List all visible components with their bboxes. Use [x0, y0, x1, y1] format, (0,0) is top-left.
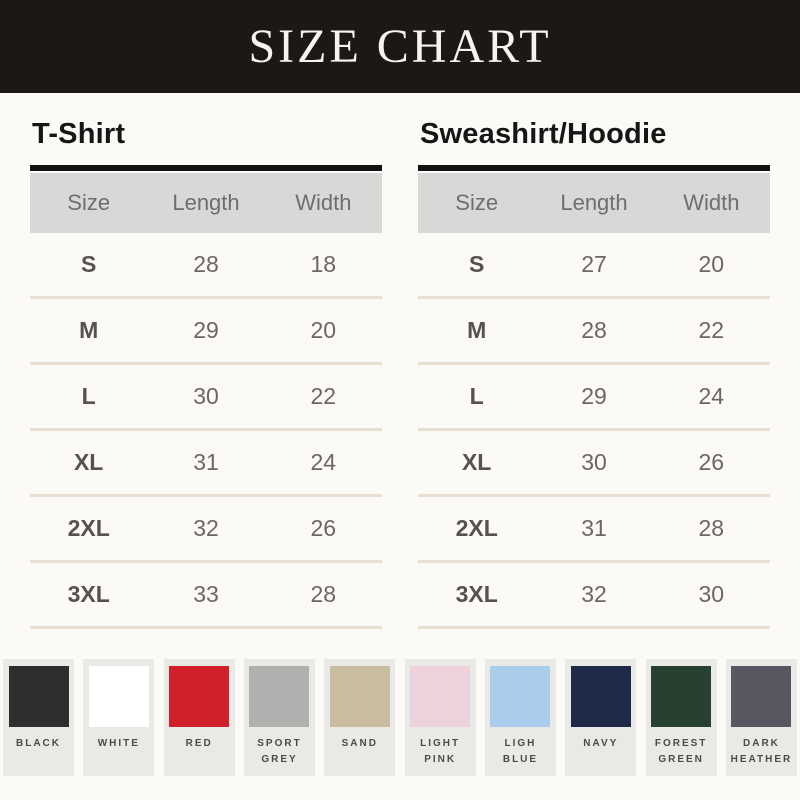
swatch-color-chip — [249, 666, 310, 727]
swatch-color-chip — [329, 666, 390, 727]
swatch-strip: BLACK WHITE RED SPORT GREY SAND LIGHT PINK LIG… — [0, 659, 800, 776]
swatch-card: BLACK — [3, 659, 74, 776]
length-cell: 28 — [581, 317, 607, 343]
width-cell: 20 — [698, 251, 725, 277]
swatch-card: FOREST GREEN — [645, 659, 717, 776]
swatch-card: LIGH BLUE — [484, 659, 556, 776]
swatch-label: LIGH BLUE — [502, 738, 539, 765]
table-row: 2XL 31 28 — [418, 497, 770, 563]
length-cell: 32 — [581, 581, 607, 607]
size-cell: L — [81, 383, 96, 409]
header-cell: Length — [172, 190, 240, 215]
swatch-color-chip — [490, 666, 551, 727]
swatch-color-chip — [8, 666, 69, 727]
page-title: SIZE CHART — [248, 20, 552, 73]
tshirt-table-section: T-Shirt Size Length Width S 28 18 M 29 20 L 30 22 XL… — [30, 93, 382, 629]
width-cell: 22 — [698, 317, 725, 343]
size-cell: L — [469, 383, 484, 409]
length-cell: 27 — [581, 251, 607, 277]
swatch-label: NAVY — [583, 738, 619, 749]
tables-container: T-Shirt Size Length Width S 28 18 M 29 20 L 30 22 XL… — [0, 93, 800, 629]
width-cell: 28 — [698, 515, 725, 541]
size-cell: S — [468, 251, 485, 277]
size-cell: XL — [461, 449, 492, 475]
size-cell: XL — [73, 449, 104, 475]
swatch-color-chip — [169, 666, 230, 727]
table-row: L 30 22 — [30, 365, 382, 431]
swatch-card: DARK HEATHER — [725, 659, 797, 776]
swatch-color-chip — [651, 666, 712, 727]
table-row: M 29 20 — [30, 299, 382, 365]
swatch-card: SPORT GREY — [243, 659, 315, 776]
swatch-label: RED — [185, 738, 213, 749]
table-row: 3XL 33 28 — [30, 563, 382, 629]
size-cell: M — [79, 317, 99, 343]
header-cell: Width — [295, 190, 352, 215]
tshirt-table-title: T-Shirt — [32, 118, 126, 150]
length-cell: 31 — [193, 449, 219, 475]
width-cell: 20 — [310, 317, 337, 343]
size-cell: S — [80, 251, 97, 277]
length-cell: 29 — [581, 383, 607, 409]
swatch-label: LIGHT PINK — [420, 738, 461, 765]
width-cell: 28 — [310, 581, 337, 607]
size-cell: 3XL — [67, 581, 110, 607]
tshirt-size-table: Size Length Width S 28 18 M 29 20 L 30 22 XL 31 24 2XL 3… — [30, 165, 382, 629]
swatch-card: LIGHT PINK — [404, 659, 476, 776]
table-row: S 27 20 — [418, 233, 770, 299]
width-cell: 24 — [698, 383, 725, 409]
size-chart-banner: SIZE CHART — [0, 0, 800, 93]
header-cell: Length — [560, 190, 628, 215]
swatch-card: WHITE — [83, 659, 155, 776]
length-cell: 28 — [193, 251, 219, 277]
width-cell: 26 — [698, 449, 725, 475]
sweatshirt-table-section: Sweashirt/Hoodie Size Length Width S 27 20 M 28… — [418, 93, 770, 629]
length-cell: 30 — [581, 449, 607, 475]
swatch-label: SPORT GREY — [257, 738, 302, 765]
table-row: XL 31 24 — [30, 431, 382, 497]
table-row: 2XL 32 26 — [30, 497, 382, 563]
width-cell: 26 — [310, 515, 337, 541]
swatch-label: DARK HEATHER — [730, 738, 793, 765]
size-cell: 3XL — [455, 581, 498, 607]
swatch-color-chip — [88, 666, 149, 727]
width-cell: 22 — [310, 383, 337, 409]
swatch-label: BLACK — [16, 738, 61, 749]
swatch-label: WHITE — [97, 738, 140, 749]
header-cell: Size — [67, 190, 111, 215]
table-row: 3XL 32 30 — [418, 563, 770, 629]
swatch-color-chip — [410, 666, 471, 727]
table-header-row: Size Length Width — [418, 173, 770, 233]
header-cell: Width — [683, 190, 740, 215]
width-cell: 30 — [698, 581, 725, 607]
swatch-card: RED — [163, 659, 235, 776]
length-cell: 33 — [193, 581, 219, 607]
sweatshirt-table-title: Sweashirt/Hoodie — [420, 118, 667, 150]
table-row: XL 30 26 — [418, 431, 770, 497]
swatch-color-chip — [570, 666, 631, 727]
length-cell: 29 — [193, 317, 219, 343]
table-row: L 29 24 — [418, 365, 770, 431]
table-row: M 28 22 — [418, 299, 770, 365]
header-cell: Size — [455, 190, 499, 215]
length-cell: 30 — [193, 383, 219, 409]
swatch-card: SAND — [324, 659, 396, 776]
sweatshirt-size-table: Size Length Width S 27 20 M 28 22 L 29 24 XL 30 26 2XL 3… — [418, 165, 770, 629]
width-cell: 24 — [310, 449, 337, 475]
size-cell: M — [467, 317, 487, 343]
swatch-card: NAVY — [565, 659, 637, 776]
table-header-row: Size Length Width — [30, 173, 382, 233]
size-cell: 2XL — [67, 515, 110, 541]
swatch-label: SAND — [341, 738, 378, 749]
swatch-color-chip — [731, 666, 792, 727]
length-cell: 32 — [193, 515, 219, 541]
size-cell: 2XL — [455, 515, 498, 541]
table-row: S 28 18 — [30, 233, 382, 299]
length-cell: 31 — [581, 515, 607, 541]
width-cell: 18 — [310, 251, 337, 277]
swatch-label: FOREST GREEN — [654, 738, 708, 765]
